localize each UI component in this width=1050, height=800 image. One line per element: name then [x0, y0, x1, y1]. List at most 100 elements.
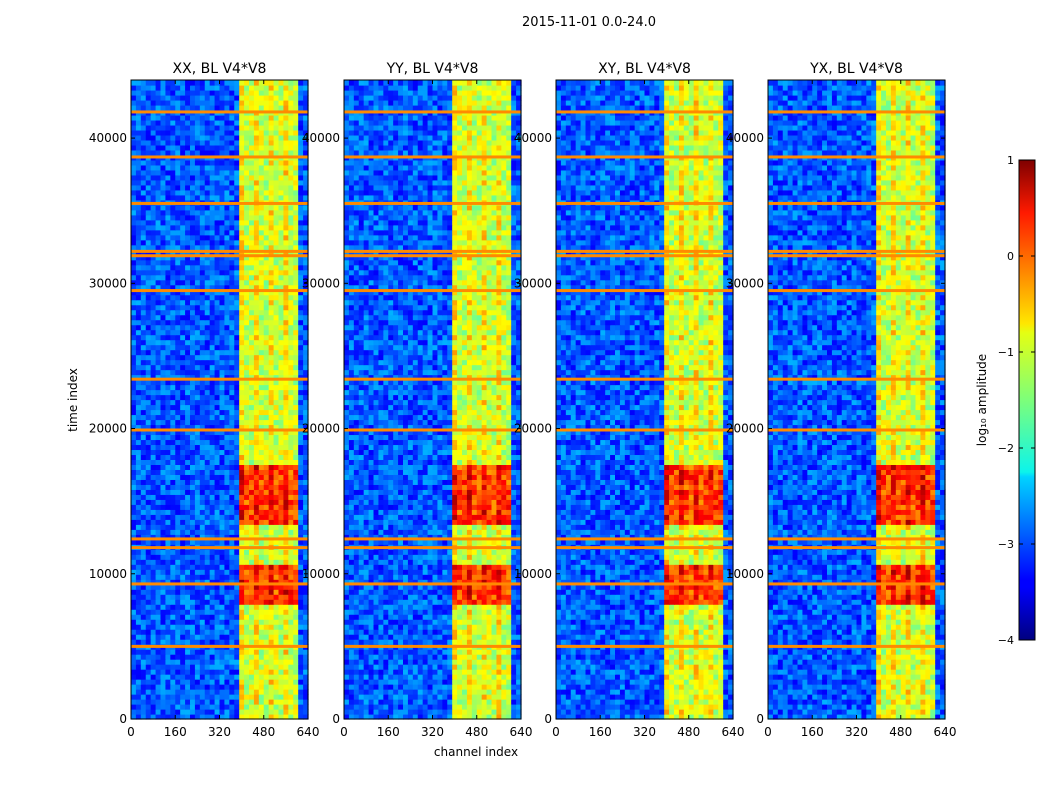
heatmap-cell: [145, 454, 152, 460]
heatmap-cell: [194, 209, 201, 216]
heatmap-cell: [175, 89, 181, 96]
panels: XX, BL V4*V80 160 320 480 640010000200003000…: [89, 61, 957, 739]
heatmap-cell: [253, 339, 260, 346]
heatmap-cell: [273, 479, 280, 485]
heatmap-cell: [135, 174, 142, 181]
heatmap-cell: [258, 269, 265, 276]
heatmap-cell: [145, 469, 152, 475]
heatmap-cell: [496, 709, 502, 715]
heatmap-cell: [344, 674, 350, 680]
heatmap-cell: [135, 389, 142, 396]
heatmap-cell: [199, 604, 206, 610]
heatmap-cell: [224, 209, 230, 216]
heatmap-cell: [229, 654, 235, 660]
heatmap-cell: [175, 99, 181, 106]
heatmap-cell: [185, 679, 191, 685]
heatmap-cell: [135, 479, 142, 485]
heatmap-cell: [214, 509, 221, 515]
heatmap-cell: [224, 639, 230, 645]
heatmap-cell: [303, 574, 309, 580]
heatmap-cell: [165, 234, 171, 241]
heatmap-cell: [135, 314, 142, 321]
heatmap-cell: [194, 384, 201, 391]
heatmap-cell: [185, 159, 191, 166]
heatmap-cell: [273, 514, 280, 520]
heatmap-cell: [273, 494, 280, 500]
heatmap-cell: [229, 344, 235, 351]
heatmap-cell: [185, 599, 191, 605]
heatmap-cell: [224, 139, 230, 146]
heatmap-cell: [288, 554, 294, 560]
heatmap-cell: [170, 484, 176, 490]
heatmap-cell: [155, 304, 162, 311]
heatmap-cell: [150, 689, 157, 695]
heatmap-cell: [348, 694, 355, 700]
heatmap-cell: [180, 289, 186, 296]
heatmap-cell: [244, 429, 250, 436]
heatmap-cell: [283, 344, 289, 351]
heatmap-cell: [288, 319, 294, 326]
heatmap-cell: [303, 429, 309, 436]
heatmap-cell: [190, 604, 196, 610]
heatmap-cell: [249, 664, 255, 670]
heatmap-cell: [165, 344, 171, 351]
heatmap-cell: [253, 404, 260, 411]
heatmap-cell: [229, 494, 235, 500]
heatmap-cell: [234, 369, 240, 376]
heatmap-cell: [288, 299, 294, 306]
heatmap-cell: [258, 99, 265, 106]
heatmap-cell: [185, 89, 191, 96]
heatmap-cell: [278, 604, 285, 610]
heatmap-cell: [185, 284, 191, 291]
heatmap-cell: [219, 329, 226, 336]
heatmap-cell: [214, 194, 221, 201]
heatmap-cell: [298, 114, 304, 121]
heatmap-cell: [234, 244, 240, 251]
heatmap-cell: [204, 664, 211, 670]
heatmap-cell: [481, 684, 488, 690]
heatmap-cell: [209, 579, 216, 585]
heatmap-cell: [204, 669, 211, 675]
heatmap-cell: [170, 479, 176, 485]
heatmap-cell: [135, 334, 142, 341]
heatmap-cell: [170, 429, 176, 436]
heatmap-cell: [234, 304, 240, 311]
heatmap-cell: [170, 609, 176, 615]
heatmap-cell: [194, 639, 201, 645]
heatmap-cell: [417, 714, 424, 720]
heatmap-cell: [516, 709, 522, 715]
heatmap-cell: [170, 129, 176, 136]
heatmap-cell: [185, 194, 191, 201]
heatmap-cell: [283, 134, 289, 141]
heatmap-cell: [466, 694, 473, 700]
heatmap-cell: [160, 284, 167, 291]
heatmap-cell: [185, 399, 191, 406]
heatmap-cell: [506, 679, 512, 685]
heatmap-cell: [194, 244, 201, 251]
heatmap-cell: [273, 164, 280, 171]
heatmap-cell: [258, 669, 265, 675]
heatmap-cell: [131, 664, 137, 670]
heatmap-cell: [263, 654, 270, 660]
heatmap-cell: [344, 679, 350, 685]
heatmap-cell: [224, 264, 230, 271]
heatmap-cell: [278, 419, 285, 426]
heatmap-cell: [170, 344, 176, 351]
heatmap-cell: [155, 564, 162, 570]
heatmap-cell: [140, 399, 147, 406]
heatmap-cell: [190, 654, 196, 660]
heatmap-cell: [175, 614, 181, 620]
heatmap-cell: [185, 229, 191, 236]
heatmap-cell: [263, 214, 270, 221]
heatmap-cell: [268, 574, 275, 580]
heatmap-cell: [165, 584, 171, 590]
heatmap-cell: [234, 564, 240, 570]
heatmap-cell: [303, 254, 309, 261]
heatmap-cell: [131, 384, 137, 391]
heatmap-cell: [403, 714, 409, 720]
heatmap-cell: [135, 524, 142, 530]
heatmap-cell: [170, 139, 176, 146]
heatmap-cell: [417, 694, 424, 700]
heatmap-cell: [244, 419, 250, 426]
heatmap-cell: [476, 709, 483, 715]
